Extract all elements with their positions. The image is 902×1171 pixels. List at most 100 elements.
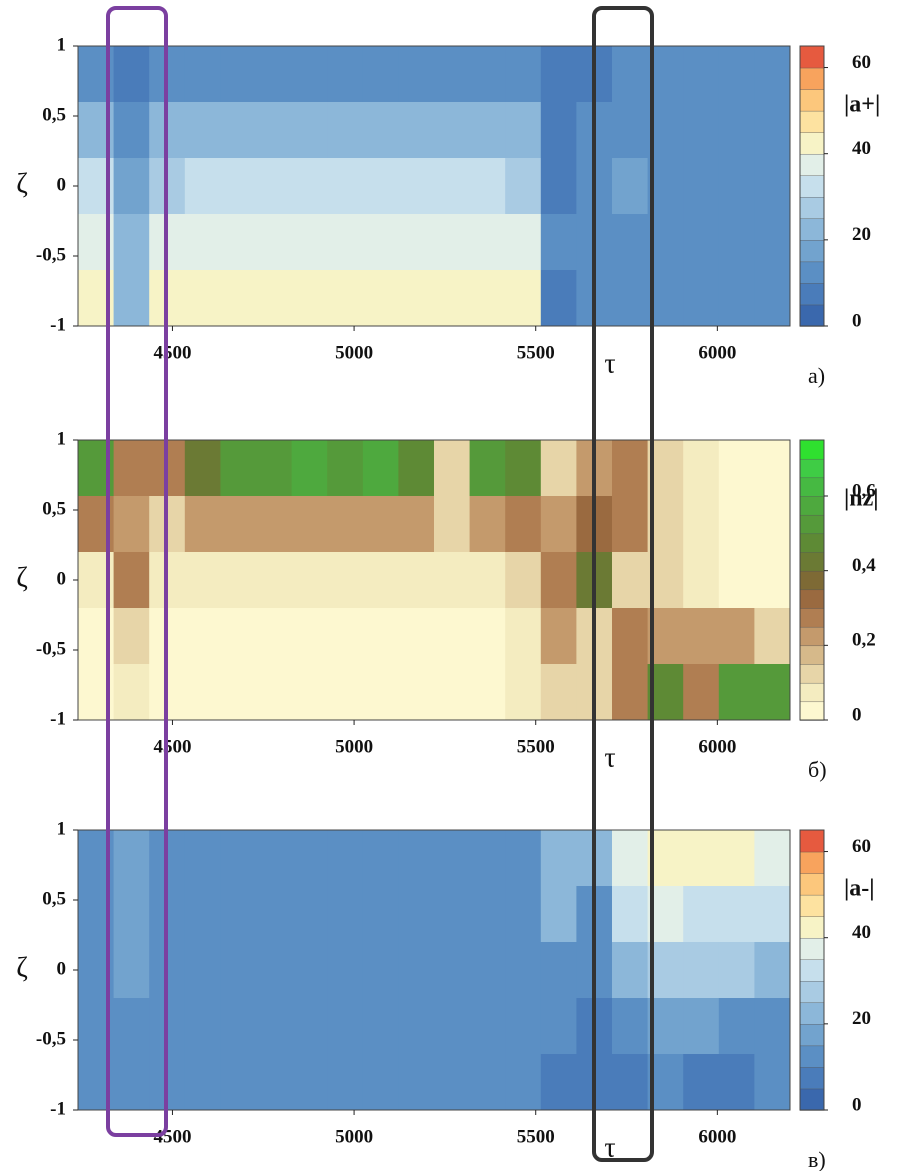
field-cell xyxy=(362,46,399,103)
field-cell xyxy=(612,214,649,271)
colorbar-frame xyxy=(799,829,825,1111)
field-cell xyxy=(184,830,221,887)
field-cell xyxy=(469,608,506,665)
field-cell xyxy=(683,664,720,721)
field-cell xyxy=(683,496,720,553)
y-tick-label: 1 xyxy=(57,34,67,55)
x-axis-label: τ xyxy=(604,742,615,773)
field-cell xyxy=(540,270,577,327)
field-cell xyxy=(398,830,435,887)
panel-label: а) xyxy=(808,363,825,388)
field-cell xyxy=(398,608,435,665)
field-cell xyxy=(612,46,649,103)
colorbar-tick-label: 0 xyxy=(852,1094,862,1115)
field-cell xyxy=(398,664,435,721)
y-axis-label: ζ xyxy=(16,952,28,983)
field-cell xyxy=(754,886,791,943)
field-cell xyxy=(184,942,221,999)
y-tick-label: -1 xyxy=(50,1098,66,1119)
field-cell xyxy=(113,102,150,159)
field-cell xyxy=(683,158,720,215)
colorbar-level xyxy=(799,110,825,133)
field-cell xyxy=(434,830,471,887)
field-cell xyxy=(718,1054,755,1111)
field-cell xyxy=(291,46,328,103)
field-cell xyxy=(612,1054,649,1111)
field-cell xyxy=(362,270,399,327)
x-tick-label: 5000 xyxy=(335,342,373,363)
field-cell xyxy=(256,496,293,553)
field-cell xyxy=(505,886,542,943)
colorbar-level xyxy=(799,1023,825,1047)
field-cell xyxy=(362,608,399,665)
field-cell xyxy=(256,886,293,943)
field-cell xyxy=(291,1054,328,1111)
field-cell xyxy=(291,942,328,999)
field-cell xyxy=(683,214,720,271)
colorbar-tick-label: 60 xyxy=(852,836,871,857)
field-cell xyxy=(612,496,649,553)
field-cell xyxy=(505,998,542,1055)
y-tick-label: 0,5 xyxy=(42,104,66,125)
field-cell xyxy=(113,214,150,271)
x-tick-label: 5500 xyxy=(517,1126,555,1147)
colorbar-tick-label: 0 xyxy=(852,704,862,725)
field-cell xyxy=(362,102,399,159)
field-cell xyxy=(256,830,293,887)
colorbar-tick-label: 60 xyxy=(852,52,871,73)
field-cell xyxy=(505,1054,542,1111)
field-cell xyxy=(469,102,506,159)
colorbar-level xyxy=(799,829,825,853)
field-cell xyxy=(754,214,791,271)
field-cell xyxy=(612,270,649,327)
y-tick-label: 0 xyxy=(57,568,67,589)
field-cell xyxy=(505,608,542,665)
colorbar-level xyxy=(799,1045,825,1068)
colorbar-tick-label: 0,4 xyxy=(852,555,876,576)
field-cell xyxy=(469,270,506,327)
field-cell xyxy=(718,214,755,271)
colorbar-level xyxy=(799,477,825,497)
colorbar-level xyxy=(799,851,825,874)
field-cell xyxy=(256,998,293,1055)
field-cell xyxy=(505,830,542,887)
field-cell xyxy=(327,102,364,159)
field-cell xyxy=(754,998,791,1055)
colorbar-level xyxy=(799,701,825,721)
field-cell xyxy=(113,998,150,1055)
field-cell xyxy=(540,942,577,999)
field-cell xyxy=(505,942,542,999)
field-cell xyxy=(256,1054,293,1111)
field-cell xyxy=(469,46,506,103)
field-cell xyxy=(362,158,399,215)
x-tick-label: 6000 xyxy=(698,1126,736,1147)
field-cell xyxy=(683,270,720,327)
field-cell xyxy=(540,102,577,159)
field-cell xyxy=(540,830,577,887)
field-cell xyxy=(256,664,293,721)
colorbar-level xyxy=(799,915,825,939)
field-cell xyxy=(398,158,435,215)
field-cell xyxy=(505,102,542,159)
x-tick-label: 5000 xyxy=(335,1126,373,1147)
colorbar-level xyxy=(799,533,825,553)
field-cell xyxy=(398,102,435,159)
field-cell xyxy=(184,998,221,1055)
field-cell xyxy=(184,664,221,721)
x-tick-label: 5500 xyxy=(517,736,555,757)
field-cell xyxy=(184,270,221,327)
field-cell xyxy=(683,46,720,103)
field-cell xyxy=(718,608,755,665)
field-cell xyxy=(505,552,542,609)
field-cell xyxy=(505,214,542,271)
colorbar-level xyxy=(799,282,825,306)
field-cell xyxy=(362,664,399,721)
field-cell xyxy=(469,998,506,1055)
field-cell xyxy=(612,998,649,1055)
field-cell xyxy=(683,552,720,609)
field-cell xyxy=(291,102,328,159)
field-cell xyxy=(291,270,328,327)
field-cell xyxy=(754,552,791,609)
field-cell xyxy=(220,496,257,553)
